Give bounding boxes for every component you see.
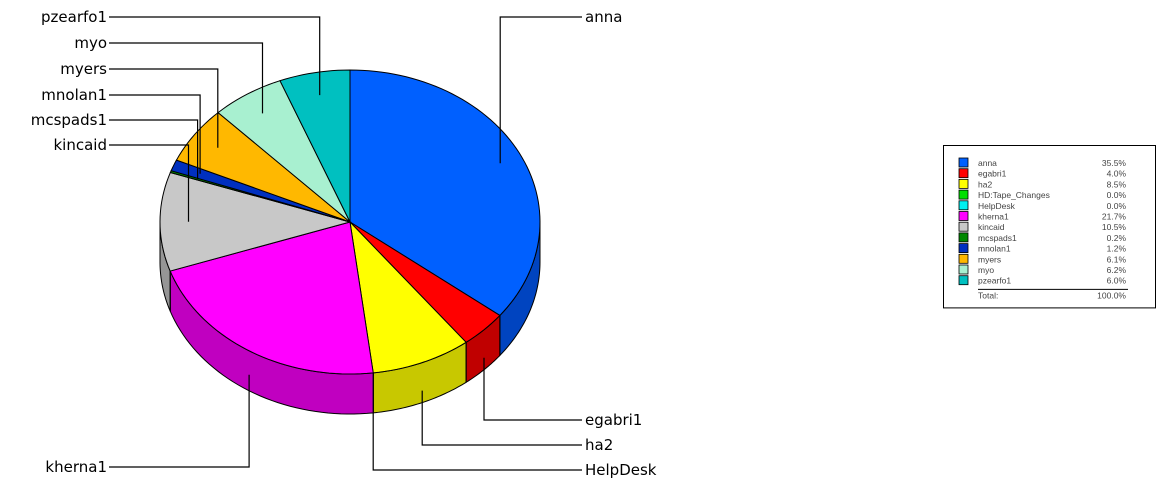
legend-label-hd-tape-changes: HD:Tape_Changes (978, 190, 1050, 200)
legend-label-myers: myers (978, 254, 1001, 264)
callout-label-egabri1: egabri1 (585, 411, 642, 429)
legend-value-ha2: 8.5% (1107, 179, 1127, 189)
legend-label-mcspads1: mcspads1 (978, 233, 1017, 243)
pie-slices (159, 69, 541, 375)
pie-slice-kherna1 (169, 221, 374, 375)
legend-value-kherna1: 21.7% (1102, 212, 1127, 222)
legend-value-mnolan1: 1.2% (1107, 244, 1127, 254)
callout-line-anna (499, 16, 582, 164)
callout-line-mnolan1 (109, 94, 201, 174)
pie-slice-pzearfo1 (279, 69, 351, 223)
legend-label-egabri1: egabri1 (978, 169, 1007, 179)
callout-label-ha2: ha2 (585, 436, 613, 454)
legend-swatch-helpdesk (958, 200, 969, 211)
callout-line-kherna1 (109, 374, 250, 468)
legend-label-helpdesk: HelpDesk (978, 201, 1016, 211)
legend-value-egabri1: 4.0% (1107, 169, 1127, 179)
legend-swatch-egabri1 (958, 168, 969, 179)
legend-label-pzearfo1: pzearfo1 (978, 276, 1011, 286)
legend-swatch-anna (958, 157, 969, 168)
legend-value-kincaid: 10.5% (1102, 222, 1127, 232)
callout-line-helpdesk (372, 412, 582, 471)
legend-swatch-mcspads1 (958, 232, 969, 243)
callout-labels: pzearfo1 myo myers mnolan1 mcspads1 kincaid kh… (31, 8, 657, 479)
callout-line-egabri1 (483, 357, 582, 421)
legend-swatch-hd-tape-changes (958, 189, 969, 200)
callout-line-mcspads1 (109, 119, 199, 180)
callout-label-mnolan1: mnolan1 (41, 86, 107, 104)
legend-box (943, 145, 1156, 309)
pie-slice-myers (175, 111, 351, 223)
legend-label-anna: anna (978, 158, 997, 168)
chart-legend: anna 35.5% egabri1 4.0% ha2 8.5% HD:Tape_Chang… (943, 145, 1156, 309)
legend-swatch-ha2 (958, 178, 969, 189)
legend-swatch-mnolan1 (958, 243, 969, 254)
legend-label-kherna1: kherna1 (978, 212, 1009, 222)
legend-swatch-myo (958, 264, 969, 275)
legend-swatch-myers (958, 253, 969, 264)
legend-total-value: 100.0% (1097, 290, 1126, 300)
pie-slice-myo (217, 80, 351, 223)
pie-slice-egabri1 (349, 221, 501, 343)
pie-sides (159, 221, 541, 415)
legend-total-label: Total: (978, 290, 998, 300)
callout-line-pzearfo1 (109, 16, 321, 96)
legend-value-anna: 35.5% (1102, 158, 1127, 168)
legend-value-hd-tape-changes: 0.0% (1107, 190, 1127, 200)
legend-swatch-kincaid (958, 221, 969, 232)
callout-line-kincaid (109, 144, 190, 222)
callout-label-helpdesk: HelpDesk (585, 461, 657, 479)
legend-label-mnolan1: mnolan1 (978, 244, 1011, 254)
legend-value-myo: 6.2% (1107, 265, 1127, 275)
callout-label-mcspads1: mcspads1 (31, 111, 107, 129)
legend-value-mcspads1: 0.2% (1107, 233, 1127, 243)
callout-line-myo (109, 42, 264, 114)
legend-value-pzearfo1: 6.0% (1107, 276, 1127, 286)
legend-value-myers: 6.1% (1107, 254, 1127, 264)
legend-label-ha2: ha2 (978, 179, 992, 189)
callout-label-kincaid: kincaid (54, 136, 108, 154)
callout-line-myers (109, 68, 219, 148)
pie-slice-kincaid (159, 171, 352, 272)
legend-swatch-pzearfo1 (958, 275, 969, 286)
legend-value-helpdesk: 0.0% (1107, 201, 1127, 211)
legend-label-kincaid: kincaid (978, 222, 1005, 232)
pie-slice-ha2 (349, 220, 467, 374)
callout-label-pzearfo1: pzearfo1 (41, 8, 107, 26)
pie-slice-anna (349, 69, 541, 317)
callout-label-myers: myers (60, 60, 107, 78)
callout-label-anna: anna (585, 8, 622, 26)
callout-label-kherna1: kherna1 (45, 458, 107, 476)
legend-label-myo: myo (978, 265, 994, 275)
callout-label-myo: myo (74, 34, 107, 52)
legend-swatch-kherna1 (958, 211, 969, 221)
callout-line-ha2 (421, 390, 582, 446)
